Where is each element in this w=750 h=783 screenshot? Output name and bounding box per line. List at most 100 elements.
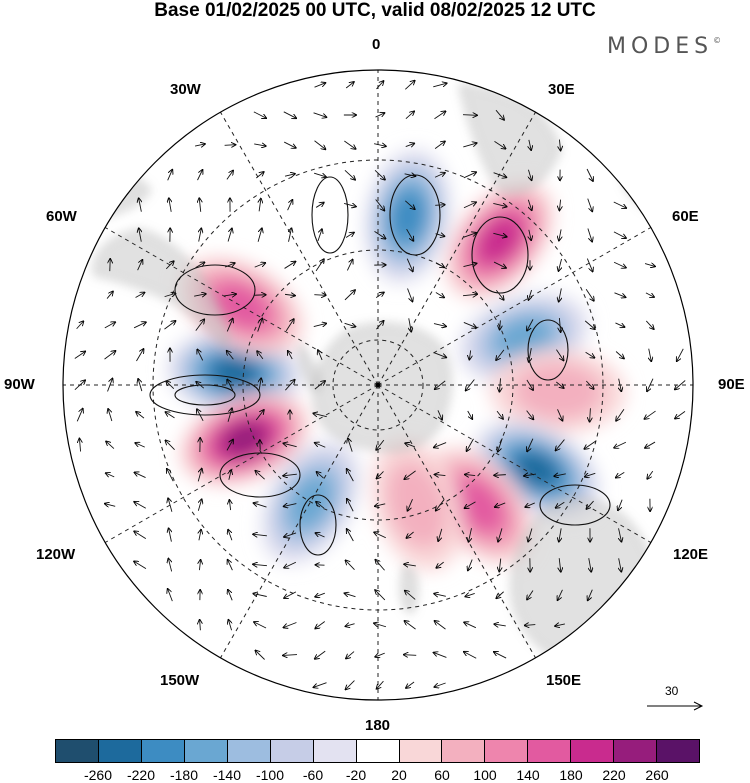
wind-vector-arrow <box>197 170 203 181</box>
map-boundary <box>62 69 694 701</box>
wind-vector-arrow <box>344 290 355 301</box>
wind-vector-arrow <box>585 288 594 301</box>
wind-vector-arrow <box>106 441 115 449</box>
wind-vector-arrow <box>284 504 297 507</box>
wind-vector-arrow <box>525 502 535 507</box>
colorbar-swatch <box>313 740 357 762</box>
wind-vector-arrow <box>346 680 355 690</box>
wind-vector-arrow <box>106 291 113 299</box>
wind-vector-arrow <box>314 140 326 150</box>
wind-vector-arrow <box>589 558 591 572</box>
wind-vector-arrow <box>554 474 566 476</box>
wind-vector-arrow <box>524 474 537 476</box>
wind-vector-arrow <box>345 233 354 238</box>
wind-vector-arrow <box>313 413 327 418</box>
wind-vector-arrow <box>137 260 143 271</box>
wind-vector-arrow <box>618 499 623 511</box>
wind-vector-arrow <box>619 378 622 392</box>
wind-vector-arrow <box>527 319 534 330</box>
wind-vector-arrow <box>405 443 415 447</box>
wind-vector-arrow <box>253 564 267 565</box>
wind-vector-arrow <box>433 324 446 327</box>
wind-vector-arrow <box>647 470 654 479</box>
colorbar-tick: 20 <box>391 767 407 783</box>
wind-vector-arrow <box>375 199 385 211</box>
wind-vector-arrow <box>344 169 355 179</box>
wind-vector-arrow <box>404 655 417 656</box>
wind-vector-arrow <box>314 295 325 296</box>
wind-vector-arrow <box>496 591 504 599</box>
wind-vector-arrow <box>433 352 447 358</box>
wind-vector-arrow <box>559 528 561 541</box>
wind-vector-arrow <box>316 502 325 509</box>
wind-vector-arrow <box>227 351 234 360</box>
wind-vector-arrow <box>257 318 263 332</box>
wind-vector-arrow <box>224 145 236 146</box>
wind-vector-arrow <box>344 140 355 149</box>
wind-vector-arrow <box>495 109 504 120</box>
wind-vector-arrow <box>528 528 533 541</box>
colorbar-tick: -140 <box>212 767 242 783</box>
wind-vector-arrow <box>104 322 115 329</box>
wind-vector-arrow <box>559 288 562 301</box>
wind-vector-arrow <box>199 228 202 242</box>
wind-vector-arrow <box>345 593 356 596</box>
wind-vector-arrow <box>647 378 654 392</box>
wind-vector-arrow <box>645 292 654 297</box>
wind-vector-arrow <box>404 174 416 176</box>
wind-vector-arrow <box>315 533 325 538</box>
wind-vector-arrow <box>587 198 593 212</box>
wind-vector-arrow <box>649 348 652 362</box>
wind-vector-arrow <box>284 532 297 537</box>
wind-vector-arrow <box>435 262 444 268</box>
wind-vector-arrow <box>165 412 175 419</box>
wind-vector-arrow <box>493 261 506 268</box>
wind-vector-arrow <box>494 652 507 659</box>
wind-vector-arrow <box>464 622 477 629</box>
wind-vector-arrow <box>469 350 470 359</box>
wind-vector-arrow <box>164 293 176 296</box>
wind-vector-arrow <box>194 294 206 296</box>
wind-vector-arrow <box>499 378 500 391</box>
wind-vector-arrow <box>406 228 414 241</box>
anomaly-blob <box>514 451 559 488</box>
wind-vector-arrow <box>283 474 297 476</box>
lon-label-120e: 120E <box>673 546 709 563</box>
wind-vector-arrow <box>199 530 201 541</box>
wind-vector-arrow <box>285 380 294 391</box>
colorbar-tick: -100 <box>255 767 285 783</box>
wind-vector-arrow <box>405 143 415 146</box>
wind-vector-arrow <box>613 231 626 238</box>
wind-vector-arrow <box>283 655 298 656</box>
wind-vector-arrow <box>229 470 231 480</box>
wind-vector-arrow <box>166 381 175 390</box>
wind-vector-arrow <box>375 113 385 118</box>
wind-vector-arrow <box>76 321 84 330</box>
wind-vector-arrow <box>584 440 596 449</box>
wind-vector-arrow <box>226 171 233 180</box>
wind-vector-arrow <box>257 351 264 360</box>
wind-vector-arrow <box>406 681 415 688</box>
wind-vector-arrow <box>559 199 560 211</box>
wind-vector-arrow <box>197 469 202 482</box>
wind-vector-arrow <box>619 558 622 571</box>
wind-vector-arrow <box>107 379 113 392</box>
wind-vector-arrow <box>526 379 533 390</box>
wind-vector-arrow <box>79 439 80 452</box>
wind-vector-arrow <box>496 349 505 360</box>
wind-vector-arrow <box>259 378 261 392</box>
wind-vector-arrow <box>255 651 265 660</box>
wind-vector-arrow <box>405 111 414 119</box>
wind-vector-arrow <box>227 228 232 242</box>
wind-vector-arrow <box>197 350 204 361</box>
wind-vector-arrow <box>375 560 385 571</box>
wind-vector-arrow <box>435 380 446 389</box>
wind-vector-arrow <box>376 439 385 450</box>
wind-vector-arrow <box>404 621 416 630</box>
wind-vector-arrow <box>256 172 263 179</box>
wind-vector-arrow <box>227 408 232 422</box>
lon-label-30w: 30W <box>170 81 201 98</box>
wind-vector-arrow <box>437 410 442 419</box>
colorbar-swatch <box>399 740 443 762</box>
wind-vector-arrow <box>434 621 446 630</box>
